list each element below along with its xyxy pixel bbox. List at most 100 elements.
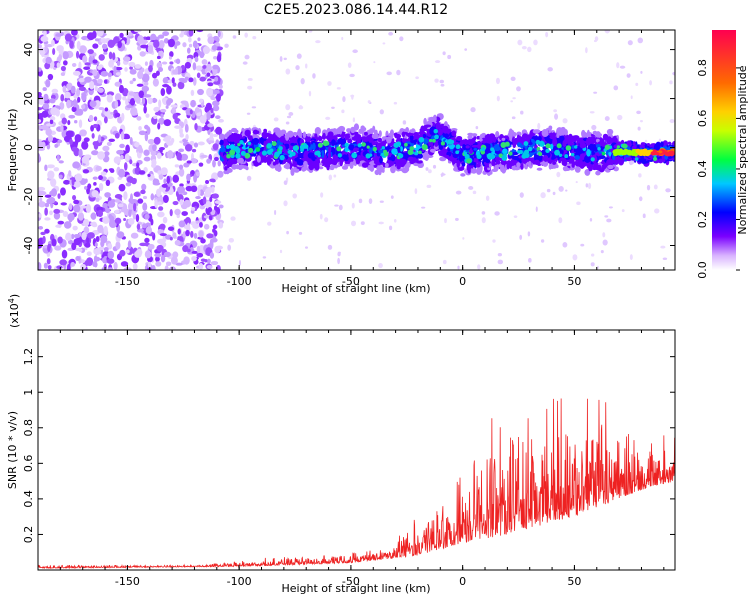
spectrogram-peak [336,146,342,152]
spectrogram-speck [90,222,94,226]
spectrogram-band-speck [527,160,532,168]
spectrogram-band-speck [358,128,363,134]
spectrogram-speck [139,51,146,57]
spectrogram-peak [638,151,644,157]
spectrogram-speck [103,247,109,252]
spectrogram-band-speck [353,147,359,153]
spectrogram-band-speck [290,167,295,176]
snr-x-tick-label: -150 [115,575,140,588]
spectrogram-speck [49,210,53,216]
spectrogram-speck [62,85,67,93]
spectrogram-speck [141,183,147,191]
spectrogram-speck [157,211,165,218]
spectrogram-speck [351,94,354,100]
spectrogram-speck [162,216,168,224]
spectrogram-speck [113,65,117,75]
spectrogram-speck [319,213,323,220]
spectrogram-speck [42,235,46,244]
spectrogram-band-speck [554,164,559,169]
spectrogram-speck [60,125,64,133]
spectrogram-speck [251,106,257,109]
spectrogram-speck [81,155,90,164]
spectrogram-speck [160,254,166,263]
spectrogram-speck [180,30,185,36]
spectrogram-speck [194,123,198,131]
spectrogram-band-speck [607,164,614,170]
spectrogram-band-speck [379,156,383,164]
spectrogram-band-speck [326,161,331,169]
spectrogram-band-speck [459,141,465,145]
spectrogram-speck [104,151,110,157]
spectrogram-speck [152,144,157,152]
spectrogram-speck [475,126,479,130]
spectrogram-speck [215,93,221,102]
spectrogram-speck [114,93,122,102]
spectrogram-speck [547,67,553,72]
spectrogram-peak [381,146,386,150]
spectrogram-speck [75,256,81,262]
spectrogram-speck [62,211,69,217]
spectrogram-band-speck [405,128,409,132]
spectrogram-band-speck [306,133,312,137]
spectrogram-band-speck [640,142,646,146]
spectrogram-band-speck [413,132,419,136]
spectrogram-speck [202,65,207,69]
spectrogram-speck [144,213,150,220]
spectrogram-band-speck [399,158,407,166]
spectrogram-speck [497,253,502,257]
spectrogram-speck [57,220,65,225]
spectrogram-band-speck [373,129,378,135]
spectrogram-speck [86,257,94,266]
spectrogram-speck [195,220,201,224]
spectrogram-speck [81,231,87,241]
spectrogram-speck [117,203,124,208]
spectrogram-speck [386,71,392,76]
spectrogram-band-speck [509,128,513,133]
spectrogram-speck [565,189,568,192]
spectrogram-peak [317,154,321,158]
spectrogram-speck [60,65,66,72]
spectrogram-band-speck [543,154,549,162]
spectrogram-speck [125,249,130,254]
spectrogram-speck [84,186,88,190]
spectrogram-speck [198,263,204,270]
spectrogram-band-speck [510,159,515,164]
spectrogram-band-speck [513,166,521,171]
spectrogram-peak [240,150,246,156]
spectrogram-speck [562,242,568,248]
spectrogram-band-speck [422,134,427,138]
spectrogram-peak [235,153,241,159]
spectrogram-speck [163,178,167,185]
spectrogram-peak [372,146,378,152]
spectrogram-band-speck [346,128,352,133]
spectrogram-speck [485,195,490,201]
spectrogram-speck [50,188,57,197]
spectrogram-peak [490,147,495,152]
snr-y-tick-label: 0.4 [22,490,35,508]
spectrogram-speck [206,140,215,144]
spectrogram-speck [169,51,174,58]
spectrogram-speck [62,60,68,66]
spectrogram-speck [158,117,165,125]
spectrogram-band-speck [453,141,460,146]
spectrogram-speck [186,173,191,182]
spectrogram-speck [126,104,134,109]
spectrogram-speck [331,106,335,109]
spectrogram-speck [49,116,56,121]
spectrogram-band-speck [492,136,497,143]
spectrogram-speck [468,186,474,190]
spectrogram-speck [553,109,558,113]
spectrogram-speck [60,202,67,206]
spectrogram-speck [298,231,303,235]
spectrogram-speck [147,44,154,54]
spectrogram-speck [214,245,221,254]
spectrogram-band-speck [292,132,299,136]
spectrogram-speck [352,117,356,123]
spectrogram-peak [624,144,628,148]
spectrogram-speck [585,183,589,188]
spectrogram-speck [122,56,131,62]
spectrogram-speck [137,144,143,154]
spectrogram-speck [162,194,169,204]
spectrogram-speck [379,200,384,203]
